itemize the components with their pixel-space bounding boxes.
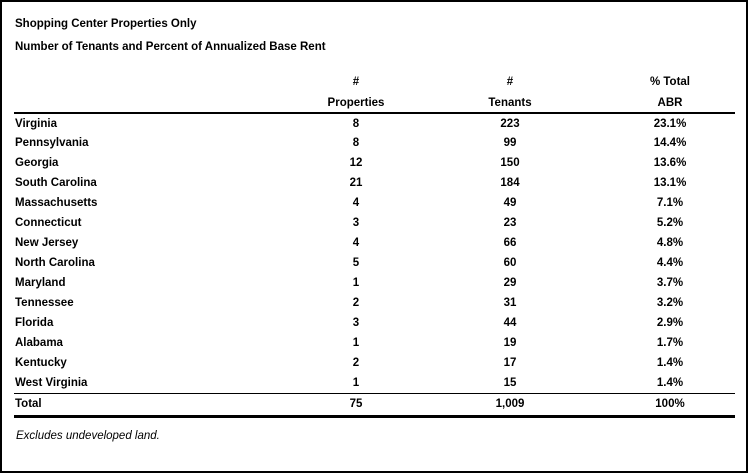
cell-abr: 23.1% — [653, 117, 687, 130]
column-header-state-line2 — [14, 91, 297, 114]
cell-tenants: 150 — [500, 157, 520, 169]
table-row-kentucky: Kentucky 2 17 1.4% — [14, 353, 735, 373]
cell-abr: 1.4% — [656, 357, 684, 369]
cell-state: Kentucky — [15, 357, 67, 369]
cell-tenants: 17 — [503, 357, 517, 369]
tenants-abr-table: # # % Total Properties Tenants ABR Virgi… — [14, 69, 735, 418]
cell-state: Massachusetts — [15, 197, 98, 209]
cell-properties: 12 — [349, 157, 363, 169]
cell-tenants: 1,009 — [415, 392, 605, 418]
cell-properties: 4 — [352, 237, 360, 249]
cell-properties: 1 — [352, 337, 360, 349]
table-row-west-virginia: West Virginia 1 15 1.4% — [14, 373, 735, 393]
table-row-florida: Florida 3 44 2.9% — [14, 313, 735, 333]
cell-abr: 3.2% — [656, 297, 684, 309]
table-row-total: Total 75 1,009 100% — [14, 392, 735, 418]
table-row-maryland: Maryland 1 29 3.7% — [14, 273, 735, 293]
cell-abr: 1.4% — [656, 376, 684, 389]
cell-tenants: 23 — [503, 217, 517, 229]
cell-abr: 14.4% — [653, 137, 687, 149]
table-row-virginia: Virginia 8 223 23.1% — [14, 113, 735, 133]
cell-state: New Jersey — [15, 237, 79, 249]
table-header: # # % Total Properties Tenants ABR — [14, 69, 735, 114]
table-row-alabama: Alabama 1 19 1.7% — [14, 333, 735, 353]
cell-abr: 100% — [605, 392, 735, 418]
table-row-new-jersey: New Jersey 4 66 4.8% — [14, 233, 735, 253]
cell-properties: 5 — [352, 257, 360, 269]
cell-tenants: 60 — [503, 257, 517, 269]
cell-state: Total — [14, 392, 297, 418]
cell-tenants: 66 — [503, 237, 517, 249]
cell-abr: 7.1% — [656, 197, 684, 209]
cell-properties: 3 — [352, 317, 360, 329]
column-header-abr-line1: % Total — [649, 76, 691, 88]
table-body: Virginia 8 223 23.1% Pennsylvania 8 99 14.4% Geo… — [14, 113, 735, 418]
cell-properties: 1 — [352, 277, 360, 289]
cell-state: West Virginia — [15, 376, 88, 389]
cell-state: Connecticut — [15, 217, 82, 229]
cell-state: Alabama — [15, 337, 63, 349]
cell-state: Maryland — [15, 277, 66, 289]
cell-state: North Carolina — [15, 257, 95, 269]
cell-tenants: 15 — [503, 376, 517, 389]
cell-properties: 4 — [352, 197, 360, 209]
cell-abr: 4.4% — [656, 257, 684, 269]
title-line-1: Shopping Center Properties Only — [15, 18, 197, 30]
cell-tenants: 223 — [500, 117, 520, 130]
cell-properties: 75 — [297, 392, 415, 418]
table-row-tennessee: Tennessee 2 31 3.2% — [14, 293, 735, 313]
cell-properties: 2 — [352, 357, 360, 369]
table-row-georgia: Georgia 12 150 13.6% — [14, 153, 735, 173]
document-header: Shopping Center Properties Only Number o… — [15, 13, 746, 59]
cell-tenants: 49 — [503, 197, 517, 209]
cell-tenants: 31 — [503, 297, 517, 309]
cell-tenants: 99 — [503, 137, 517, 149]
cell-properties: 3 — [352, 217, 360, 229]
cell-properties: 21 — [349, 177, 363, 189]
cell-abr: 13.1% — [653, 177, 687, 189]
column-header-properties-line2: Properties — [297, 91, 415, 114]
cell-tenants: 44 — [503, 317, 517, 329]
table-row-connecticut: Connecticut 3 23 5.2% — [14, 213, 735, 233]
column-header-abr-line2: ABR — [605, 91, 735, 114]
cell-properties: 8 — [352, 137, 360, 149]
cell-state: Tennessee — [15, 297, 74, 309]
cell-abr: 4.8% — [656, 237, 684, 249]
cell-abr: 1.7% — [656, 337, 684, 349]
table-row-north-carolina: North Carolina 5 60 4.4% — [14, 253, 735, 273]
cell-abr: 5.2% — [656, 217, 684, 229]
column-header-properties-line1: # — [352, 76, 360, 88]
column-header-tenants-line2: Tenants — [415, 91, 605, 114]
cell-tenants: 29 — [503, 277, 517, 289]
column-header-tenants-line1: # — [506, 76, 514, 88]
cell-state: Pennsylvania — [15, 137, 89, 149]
cell-abr: 13.6% — [653, 157, 687, 169]
cell-state: Georgia — [15, 157, 59, 169]
cell-state: Virginia — [15, 117, 57, 130]
cell-properties: 1 — [352, 376, 360, 389]
column-header-state-line1 — [14, 69, 297, 91]
cell-tenants: 184 — [500, 177, 520, 189]
cell-state: Florida — [15, 317, 54, 329]
table-row-south-carolina: South Carolina 21 184 13.1% — [14, 173, 735, 193]
table-row-pennsylvania: Pennsylvania 8 99 14.4% — [14, 133, 735, 153]
cell-abr: 3.7% — [656, 277, 684, 289]
cell-tenants: 19 — [503, 337, 517, 349]
table-row-massachusetts: Massachusetts 4 49 7.1% — [14, 193, 735, 213]
footnote: Excludes undeveloped land. — [16, 429, 160, 442]
cell-state: South Carolina — [15, 177, 97, 189]
cell-properties: 2 — [352, 297, 360, 309]
cell-abr: 2.9% — [656, 317, 684, 329]
cell-properties: 8 — [352, 117, 360, 130]
table-header-row-1: # # % Total — [14, 69, 735, 91]
title-line-2: Number of Tenants and Percent of Annuali… — [15, 41, 326, 53]
table-header-row-2: Properties Tenants ABR — [14, 91, 735, 114]
